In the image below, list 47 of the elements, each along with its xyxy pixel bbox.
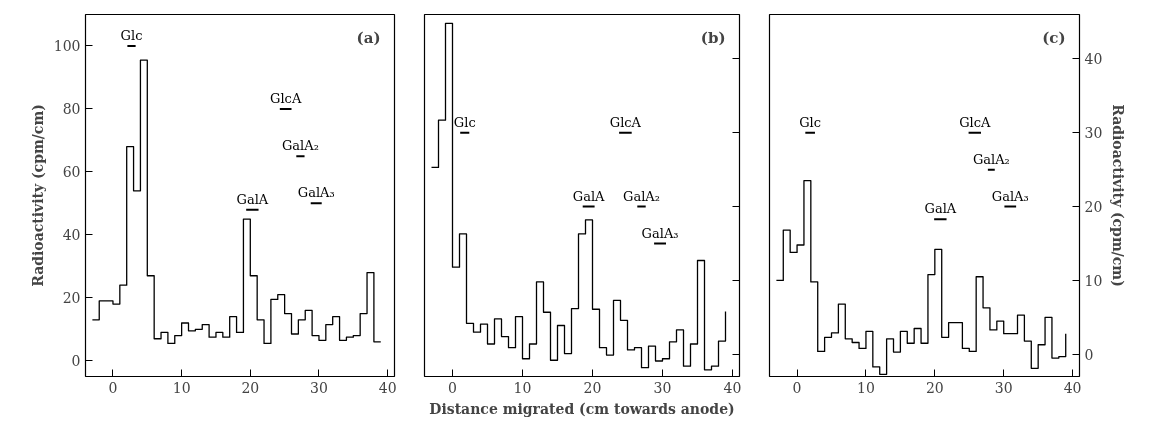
x-tick-label: 0: [108, 379, 118, 396]
x-tick-label: 30: [653, 379, 672, 396]
x-tick-label: 20: [583, 379, 602, 396]
x-tick-label: 0: [792, 379, 802, 396]
y2-tick-label: 20: [1084, 199, 1103, 216]
y2-axis-title: Radioactivity (cpm/cm): [1110, 104, 1127, 287]
series-label: GalA₂: [972, 151, 1010, 167]
series-label: GalA₃: [991, 188, 1029, 204]
text: (c): [1042, 28, 1066, 47]
y-tick-label: 60: [62, 164, 81, 181]
text: (a): [356, 28, 381, 47]
y-tick-label: 40: [62, 227, 81, 244]
y-tick-label: 80: [62, 101, 81, 118]
x-tick-label: 40: [378, 379, 397, 396]
y-tick-label: 100: [53, 38, 81, 55]
y2-tick-label: 30: [1084, 125, 1103, 142]
x-tick-label: 10: [857, 379, 875, 396]
series-label: GalA₂: [281, 138, 319, 154]
series-label: Glc: [453, 114, 476, 130]
y2-tick-label: 10: [1084, 272, 1103, 289]
y-tick-label: 0: [71, 353, 81, 370]
series-label: GalA: [924, 201, 957, 217]
x-axis-title: Distance migrated (cm towards anode): [429, 400, 735, 417]
y2-tick-label: 0: [1084, 346, 1094, 363]
y-tick-label: 20: [62, 290, 81, 307]
x-tick-label: 0: [448, 379, 457, 396]
text: (b): [700, 28, 726, 47]
x-tick-label: 10: [172, 379, 191, 396]
series-label: GlcA: [609, 114, 642, 130]
x-tick-label: 30: [310, 379, 328, 396]
series-label: Glc: [799, 114, 822, 130]
series-label: GalA₂: [623, 188, 660, 204]
x-tick-label: 30: [994, 379, 1013, 396]
series-label: GlcA: [270, 90, 302, 106]
y2-tick-label: 40: [1084, 51, 1103, 68]
x-tick-label: 10: [513, 379, 532, 396]
x-tick-label: 40: [1063, 379, 1082, 396]
series-label: GlcA: [959, 114, 992, 130]
y-axis-title: Radioactivity (cpm/cm): [29, 104, 46, 287]
x-tick-label: 40: [723, 379, 742, 396]
series-label: GalA: [572, 188, 606, 204]
x-tick-label: 20: [241, 379, 260, 396]
series-label: GalA₃: [641, 225, 679, 241]
series-label: GalA₃: [297, 185, 335, 201]
series-label: GalA: [236, 191, 269, 207]
series-label: Glc: [120, 27, 143, 43]
x-tick-label: 20: [925, 379, 944, 396]
